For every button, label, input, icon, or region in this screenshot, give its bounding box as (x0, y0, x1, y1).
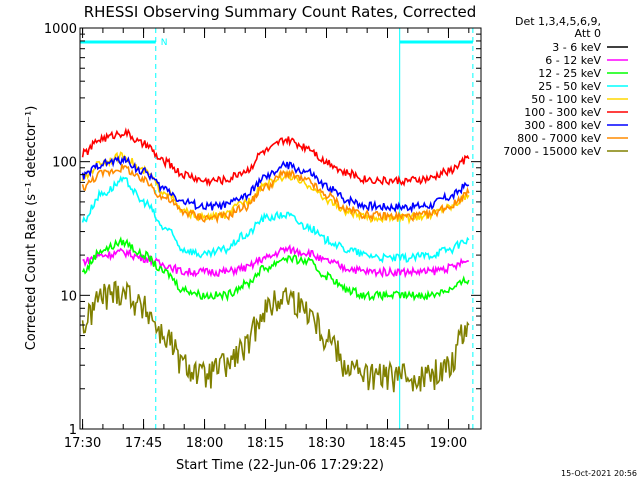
plot-frame (79, 27, 482, 430)
series-line (81, 151, 470, 225)
legend-label: 6 - 12 keV (545, 54, 601, 67)
series-line (81, 175, 470, 264)
legend-label: 800 - 7000 keV (517, 132, 601, 145)
series-line (81, 236, 470, 303)
x-axis-label: Start Time (22-Jun-06 17:29:22) (176, 458, 384, 473)
x-tick-label: 18:45 (369, 436, 406, 451)
x-tick-label: 17:30 (64, 436, 101, 451)
series-line (81, 164, 470, 225)
legend-label: 12 - 25 keV (538, 67, 601, 80)
x-tick-label: 18:15 (247, 436, 284, 451)
series-line (81, 155, 470, 214)
y-tick-label: 10 (60, 289, 77, 304)
legend-header: Det 1,3,4,5,6,9, (515, 15, 601, 28)
legend-header: Att 0 (575, 27, 601, 40)
series-line (81, 280, 470, 393)
legend-label: 7000 - 15000 keV (503, 145, 601, 158)
y-tick-label: 1 (69, 423, 77, 438)
interval-bar-label: N (161, 38, 168, 48)
y-tick-label: 1000 (44, 22, 77, 37)
series-line (82, 244, 469, 279)
x-tick-label: 17:45 (125, 436, 162, 451)
legend-label: 50 - 100 keV (531, 93, 601, 106)
legend-label: 3 - 6 keV (552, 41, 601, 54)
chart-title: RHESSI Observing Summary Count Rates, Co… (84, 3, 477, 21)
series-line (81, 127, 470, 187)
y-tick-label: 100 (52, 156, 77, 171)
legend-label: 100 - 300 keV (524, 106, 601, 119)
timestamp: 15-Oct-2021 20:56 (561, 469, 637, 478)
y-axis-label: Corrected Count Rate (s⁻¹ detector⁻¹) (24, 106, 39, 351)
x-tick-label: 18:30 (308, 436, 345, 451)
legend-label: 300 - 800 keV (524, 119, 601, 132)
legend-label: 25 - 50 keV (538, 80, 601, 93)
x-tick-label: 19:00 (430, 436, 467, 451)
x-tick-label: 18:00 (186, 436, 223, 451)
